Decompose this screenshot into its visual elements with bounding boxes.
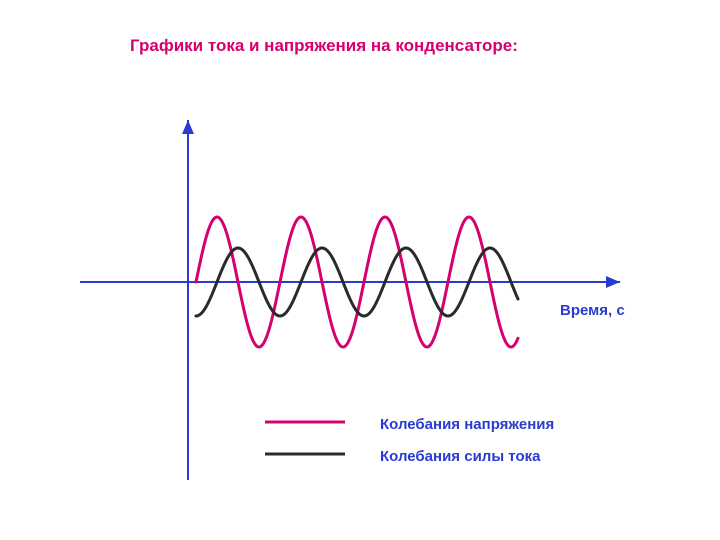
legend-current-label: Колебания силы тока — [380, 448, 540, 465]
chart-title: Графики тока и напряжения на конденсатор… — [130, 36, 518, 56]
legend-voltage-label: Колебания напряжения — [380, 416, 554, 433]
chart-canvas — [0, 0, 720, 540]
x-axis-label: Время, с — [560, 302, 625, 319]
